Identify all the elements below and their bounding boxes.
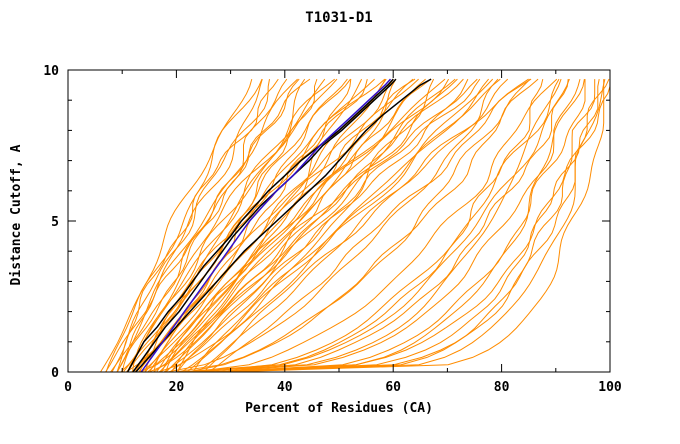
plot-border [67,69,611,373]
axes-group: 0 20 40 60 80 100 0 5 10 [43,64,622,395]
model-curve [149,78,397,373]
model-curve [138,78,368,373]
model-curve [221,79,586,373]
model-curve [176,78,478,373]
model-curve [229,79,605,373]
model-curve [225,78,610,373]
model-curve [221,78,606,373]
model-curve [175,78,531,373]
model-curve [159,78,426,373]
model-curve [144,78,386,373]
model-curve [111,79,270,373]
x-tick-label: 0 [64,380,72,395]
black-model-1-curve [126,78,394,373]
model-curve [229,79,611,373]
model-curve [126,78,336,373]
model-curve [169,78,469,373]
model-curve [185,78,562,373]
model-curve [105,78,263,373]
x-tick-label: 20 [169,380,185,395]
x-tick-label: 80 [494,380,510,395]
model-curve [209,79,585,373]
model-curve [212,78,581,373]
model-curve [116,78,311,373]
model-curve [192,78,501,373]
model-curve [161,78,446,373]
y-tick-label: 10 [43,64,59,79]
model-curve [147,78,414,373]
model-curve [224,79,596,373]
model-curve [178,78,544,373]
x-tick-label: 40 [277,380,293,395]
model-curve [149,78,394,373]
y-tick-label: 0 [51,366,59,381]
model-curve [153,78,432,373]
model-curve [123,78,326,373]
model-curve [139,78,363,373]
x-tick-label: 100 [598,380,622,395]
model-curve [116,78,279,373]
model-curve [165,78,450,373]
model-curve [163,78,456,373]
model-curves-group [100,78,611,373]
model-curve [208,78,532,373]
y-axis-label: Distance Cutoff, A [9,144,24,285]
model-curve [158,78,435,373]
y-tick-label: 5 [51,215,59,230]
x-axis-label: Percent of Residues (CA) [245,401,433,416]
model-curve [177,78,481,373]
model-curve [229,79,600,373]
model-curve [198,78,570,373]
model-curve [203,78,560,373]
black-model-2-curve [132,78,397,373]
model-curve [167,78,499,373]
chart-title: T1031-D1 [305,10,372,26]
model-curve [186,78,489,373]
model-curve [120,78,306,373]
model-curve [171,78,464,373]
highlight-curves-group [126,78,432,373]
model-curve [186,78,539,373]
model-curve [121,78,298,373]
model-curve [105,78,263,373]
model-curve [144,78,387,373]
model-curve [132,78,338,373]
black-model-3-curve [135,78,432,373]
model-curve [214,79,569,373]
blue-model-curve [140,78,392,373]
x-tick-label: 60 [385,380,401,395]
model-curve [193,78,558,373]
model-curve [203,78,529,373]
